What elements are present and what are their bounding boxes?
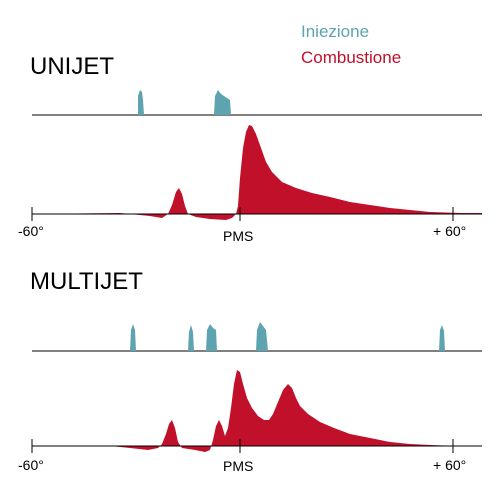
multijet-injection-pulse-1 <box>130 324 136 351</box>
multijet-tick-label-center: PMS <box>223 458 254 474</box>
multijet-injection-pulse-3 <box>206 324 217 351</box>
legend-injection: Iniezione <box>301 22 370 41</box>
multijet-injection-pulse-4 <box>256 322 268 351</box>
unijet-title: UNIJET <box>30 53 114 80</box>
legend-combustion: Combustione <box>301 48 402 67</box>
multijet-combustion-track <box>31 370 482 453</box>
multijet-injection-pulse-5 <box>439 325 445 351</box>
unijet-injection-track <box>32 90 482 116</box>
unijet-tick-label-center: PMS <box>223 228 254 244</box>
unijet-combustion-track <box>31 125 482 221</box>
multijet-tick-label-right: + 60° <box>433 457 467 473</box>
multijet-title: MULTIJET <box>30 268 143 295</box>
multijet-injection-pulse-2 <box>188 325 194 351</box>
unijet-injection-pulse-main <box>214 90 231 115</box>
multijet-tick-label-left: -60° <box>18 457 44 473</box>
multijet-injection-track <box>32 322 482 352</box>
unijet-combustion-curve <box>32 125 482 220</box>
unijet-tick-label-left: -60° <box>18 223 44 239</box>
unijet-tick-label-right: + 60° <box>433 223 467 239</box>
unijet-injection-pulse-pilot <box>138 90 144 115</box>
multijet-combustion-curve <box>32 370 482 452</box>
